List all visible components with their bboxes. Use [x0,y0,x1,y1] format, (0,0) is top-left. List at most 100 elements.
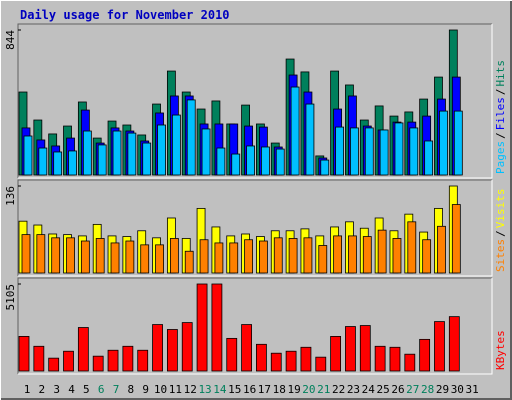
bar [424,140,434,176]
bar [77,327,89,372]
bar [377,229,387,274]
bar [350,127,359,176]
bar [273,237,283,274]
bar [201,128,211,176]
bar [270,352,282,372]
bar [226,337,238,372]
x-tick-label: 25 [377,383,390,396]
legend-entry: Hits [494,60,507,87]
bar [125,240,135,274]
panel-border-dark [17,277,492,374]
bar [409,127,419,176]
x-tick-label: 1 [24,383,31,396]
x-tick-label: 28 [421,383,434,396]
bar [318,245,328,274]
x-tick-label: 24 [362,383,376,396]
bar [82,130,92,176]
bar [152,324,163,372]
bar [422,239,432,274]
legend: KBytes [494,330,507,370]
bar [112,130,122,176]
panel-border-dark [17,23,492,178]
x-tick-label: 19 [287,383,300,396]
bar [246,145,255,176]
bar [285,350,297,372]
bar [196,283,208,372]
panel-border-dark [17,179,492,276]
bar [127,132,137,176]
x-tick-label: 12 [184,383,197,396]
bar [364,127,374,176]
bar [379,129,389,176]
bar [97,144,107,176]
bar [359,325,371,372]
x-tick-label: 15 [228,383,241,396]
bar [434,321,445,372]
bar [48,357,60,372]
bar [303,237,313,274]
y-tick-label: 5105 [4,284,17,311]
bar [169,238,179,274]
bar [186,99,196,176]
legend: Sites /Visits [494,189,507,273]
bar [110,242,120,274]
bar [211,283,223,372]
x-tick-label: 4 [68,383,75,396]
x-tick-label: 5 [83,383,90,396]
x-tick-label: 11 [169,383,182,396]
bar [216,147,226,176]
legend-entry: Sites [494,239,507,272]
bar [51,237,61,274]
bar [142,142,152,176]
bar [275,148,285,176]
bar [38,147,48,176]
bar [305,103,315,176]
bar [140,244,150,274]
bar [404,353,416,372]
bar [290,86,300,176]
bar [23,135,33,176]
x-tick-label: 23 [347,383,360,396]
bar [92,355,104,372]
bar [300,346,312,372]
x-tick-label: 14 [213,383,227,396]
legend-separator: / [494,132,507,139]
bar [333,235,343,274]
bar [451,204,461,274]
bar [171,114,181,176]
x-tick-label: 2 [39,383,46,396]
bar [33,345,45,372]
bar [315,356,327,372]
bar [80,240,90,274]
bar [181,322,193,372]
bar [259,240,268,274]
x-tick-label: 21 [317,383,330,396]
bar [166,329,178,372]
bar [394,122,404,176]
x-tick-label: 27 [406,383,419,396]
bar [199,239,209,274]
bar [241,324,252,372]
bar [21,234,31,274]
x-tick-label: 26 [391,383,404,396]
x-tick-label: 22 [332,383,345,396]
panel-border-light [18,278,493,375]
bar [214,242,224,274]
bar [18,336,30,372]
x-tick-label: 18 [273,383,286,396]
bar [345,326,356,372]
bar [184,250,194,274]
bar [288,238,298,274]
bar [63,350,74,372]
bar [261,146,270,176]
x-tick-label: 8 [128,383,135,396]
bar [419,338,431,372]
bar [437,225,446,274]
chart-title: Daily usage for November 2010 [20,8,230,22]
bar [392,238,402,274]
x-tick-label: 10 [154,383,167,396]
bar [107,349,119,372]
bar [157,124,166,176]
x-tick-label: 29 [436,383,449,396]
panel-border-light [18,24,493,179]
